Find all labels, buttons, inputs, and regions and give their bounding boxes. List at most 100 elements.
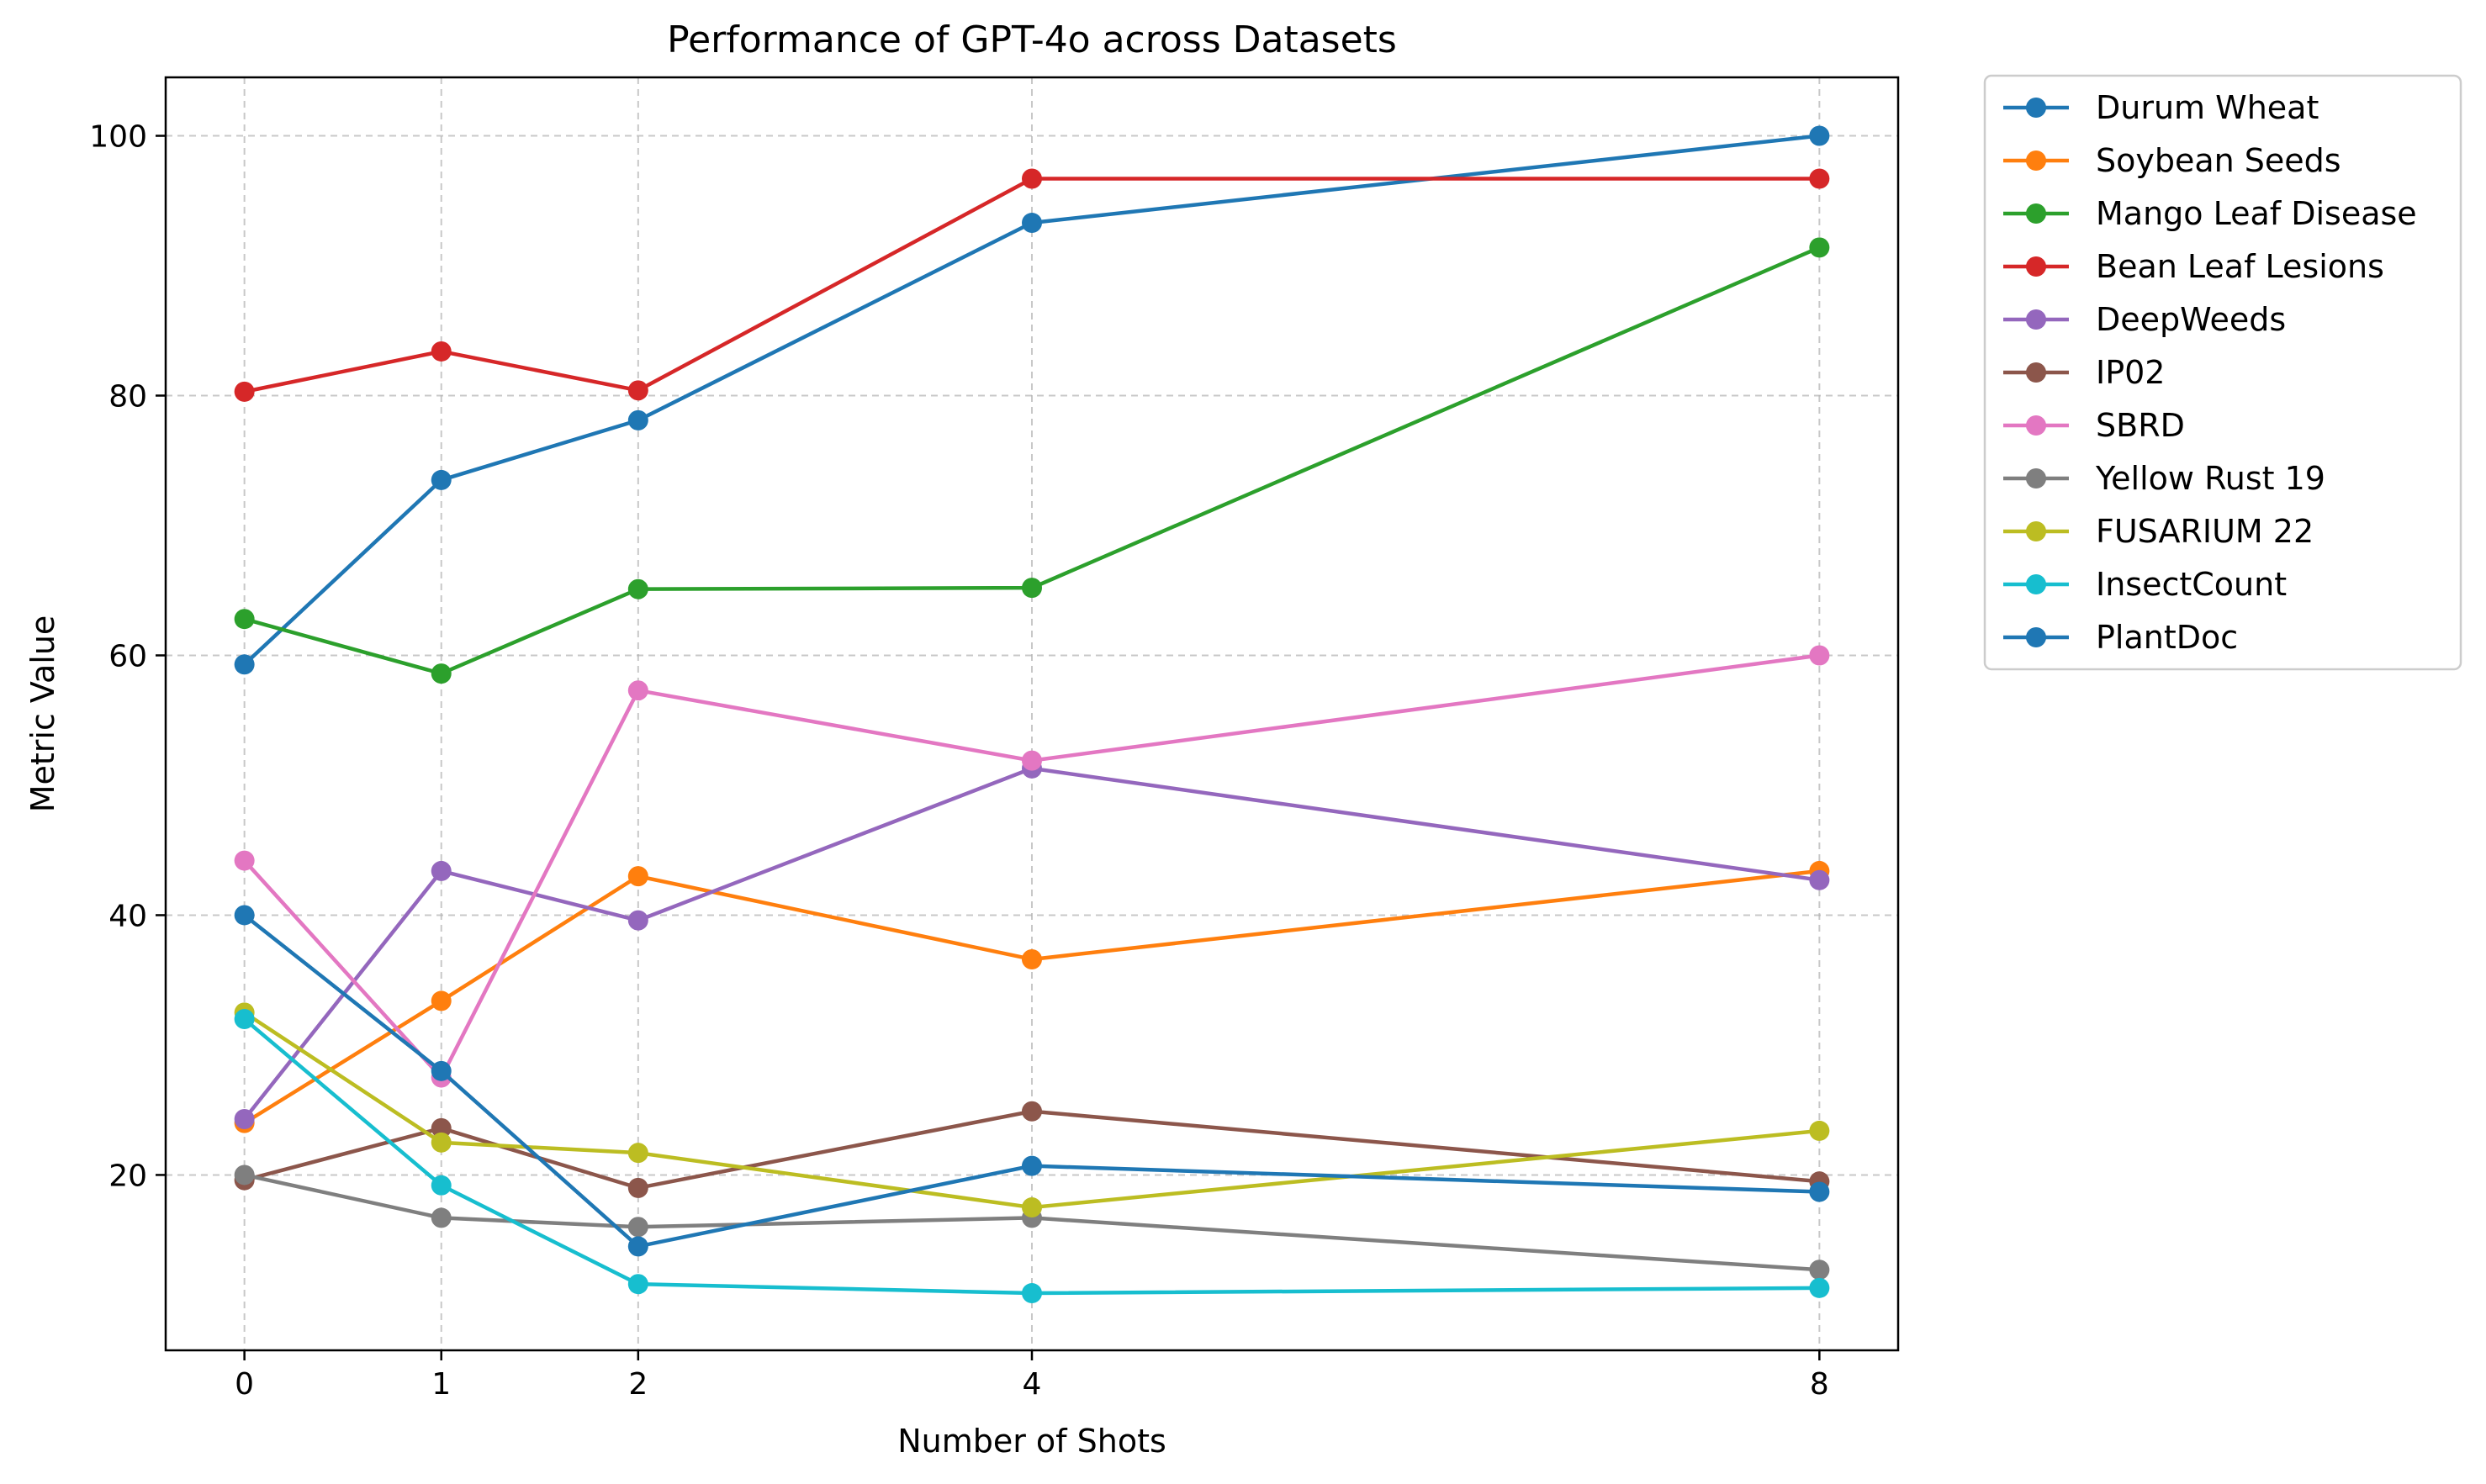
data-point [627, 409, 648, 430]
legend-marker [2026, 521, 2046, 541]
x-tick-label: 8 [1810, 1367, 1829, 1402]
x-tick-label: 2 [628, 1367, 648, 1402]
data-point [1809, 1277, 1830, 1298]
series-deepweeds [234, 758, 1830, 1130]
legend-item: Bean Leaf Lesions [2003, 248, 2384, 285]
data-point [234, 905, 255, 926]
legend-item: Durum Wheat [2003, 89, 2319, 126]
data-point [1809, 645, 1830, 666]
legend-marker [2026, 203, 2046, 224]
series-soybean-seeds [234, 860, 1830, 1133]
data-point [627, 1274, 648, 1295]
data-point [431, 1060, 452, 1081]
legend-label: Durum Wheat [2096, 89, 2319, 126]
legend-marker [2026, 574, 2046, 594]
data-point [1809, 168, 1830, 189]
y-tick-label: 60 [108, 639, 147, 673]
legend-item: Soybean Seeds [2003, 142, 2341, 179]
data-point [627, 578, 648, 599]
x-tick-label: 4 [1023, 1367, 1042, 1402]
legend-marker [2026, 151, 2046, 171]
series-durum-wheat [234, 125, 1830, 675]
data-point [627, 910, 648, 931]
y-tick-label: 20 [108, 1159, 147, 1193]
data-point [431, 341, 452, 362]
y-tick-label: 80 [108, 380, 147, 415]
data-point [1022, 213, 1042, 234]
x-tick-label: 0 [235, 1367, 254, 1402]
legend-item: IP02 [2003, 354, 2165, 391]
series-layer [234, 125, 1830, 1304]
data-point [1809, 1181, 1830, 1202]
data-point [431, 860, 452, 881]
legend-label: Soybean Seeds [2096, 142, 2341, 179]
legend-marker [2026, 362, 2046, 383]
legend-item: SBRD [2003, 407, 2185, 444]
legend-label: SBRD [2096, 407, 2185, 444]
data-point [1809, 125, 1830, 146]
data-point [431, 1207, 452, 1228]
legend-item: Mango Leaf Disease [2003, 195, 2417, 232]
data-point [234, 1009, 255, 1030]
data-point [627, 1143, 648, 1164]
data-point [234, 1164, 255, 1186]
series-insectcount [234, 1009, 1830, 1304]
data-point [431, 1175, 452, 1196]
legend-marker [2026, 627, 2046, 647]
data-point [627, 866, 648, 887]
data-point [1809, 1260, 1830, 1281]
data-point [431, 469, 452, 490]
y-tick-label: 100 [89, 120, 147, 155]
data-point [1022, 1155, 1042, 1176]
legend-label: PlantDoc [2096, 619, 2238, 656]
data-point [431, 990, 452, 1011]
data-point [1022, 168, 1042, 189]
data-point [234, 654, 255, 675]
series-plantdoc [234, 905, 1830, 1257]
data-point [431, 663, 452, 684]
legend-label: Mango Leaf Disease [2096, 195, 2417, 232]
legend-label: FUSARIUM 22 [2096, 513, 2314, 550]
x-axis-label: Number of Shots [897, 1423, 1166, 1460]
series-bean-leaf-lesions [234, 168, 1830, 402]
data-point [1022, 1101, 1042, 1122]
series-mango-leaf-disease [234, 237, 1830, 684]
legend: Durum Wheat Soybean Seeds Mango Leaf Disea… [1983, 74, 2462, 671]
data-point [1809, 237, 1830, 258]
data-point [1022, 750, 1042, 771]
x-tick-label: 1 [431, 1367, 451, 1402]
data-point [1022, 578, 1042, 599]
data-point [627, 1236, 648, 1257]
data-point [627, 680, 648, 701]
series-sbrd [234, 645, 1830, 1088]
data-point [627, 380, 648, 401]
legend-label: Yellow Rust 19 [2095, 460, 2325, 497]
legend-item: PlantDoc [2003, 619, 2238, 656]
legend-marker [2026, 309, 2046, 330]
data-point [234, 1109, 255, 1130]
legend-marker [2026, 256, 2046, 277]
data-point [234, 850, 255, 871]
data-point [1022, 1283, 1042, 1304]
data-point [1809, 1120, 1830, 1141]
legend-label: DeepWeeds [2096, 301, 2286, 338]
data-point [1022, 948, 1042, 969]
data-point [234, 609, 255, 630]
legend-label: IP02 [2096, 354, 2165, 391]
axis-ticks: 0 1 2 4 8 20 40 60 80 100 [89, 120, 1829, 1402]
legend-label: Bean Leaf Lesions [2096, 248, 2384, 285]
data-point [1809, 869, 1830, 890]
y-tick-label: 40 [108, 899, 147, 933]
y-axis-label: Metric Value [24, 615, 61, 813]
legend-marker [2026, 415, 2046, 436]
legend-marker [2026, 98, 2046, 118]
data-point [627, 1177, 648, 1198]
legend-label: InsectCount [2096, 566, 2287, 603]
legend-item: DeepWeeds [2003, 301, 2286, 338]
legend-item: FUSARIUM 22 [2003, 513, 2314, 550]
series-yellow-rust-19 [234, 1164, 1830, 1281]
legend-marker [2026, 468, 2046, 489]
legend-item: Yellow Rust 19 [2003, 460, 2325, 497]
data-point [431, 1132, 452, 1153]
